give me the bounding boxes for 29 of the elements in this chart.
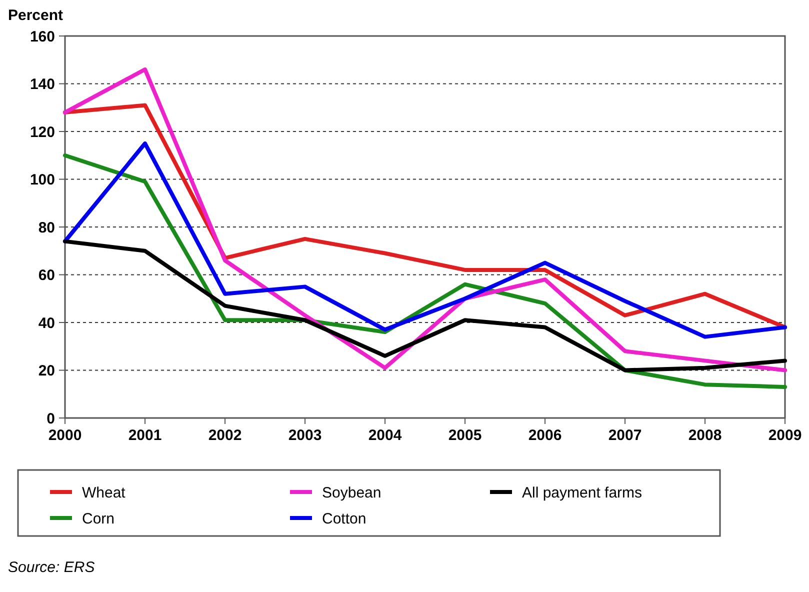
line-series [63,141,787,339]
y-tick-label: 140 [30,76,55,93]
legend-label: Soybean [322,484,382,502]
y-tick-label: 60 [38,267,55,284]
legend-label: Cotton [322,510,366,528]
x-tick-label: 2006 [528,427,562,444]
x-tick-label: 2009 [768,427,802,444]
y-tick-label: 160 [30,28,55,46]
x-tick-label: 2008 [688,427,722,444]
y-axis-title: Percent [8,7,64,24]
y-tick-label: 40 [38,314,55,332]
y-tick-label: 20 [38,362,55,380]
y-tick-label: 0 [46,410,55,428]
x-tick-label: 2002 [208,427,242,444]
x-tick-label: 2007 [608,427,642,444]
x-tick-label: 2001 [128,427,162,444]
legend-label: Corn [82,510,115,528]
x-tick-label: 2003 [288,427,322,444]
legend-label: Wheat [82,484,126,502]
source-note: Source: ERS [8,559,95,576]
y-tick-label: 100 [30,172,55,188]
y-tick-label: 120 [30,124,55,141]
x-tick-label: 2005 [448,427,482,444]
x-tick-label: 2004 [368,427,402,444]
legend-label: All payment farms [522,484,642,502]
line-series [63,67,787,372]
y-tick-label: 80 [38,219,55,236]
x-tick-label: 2000 [48,427,82,444]
line-series [63,239,787,372]
